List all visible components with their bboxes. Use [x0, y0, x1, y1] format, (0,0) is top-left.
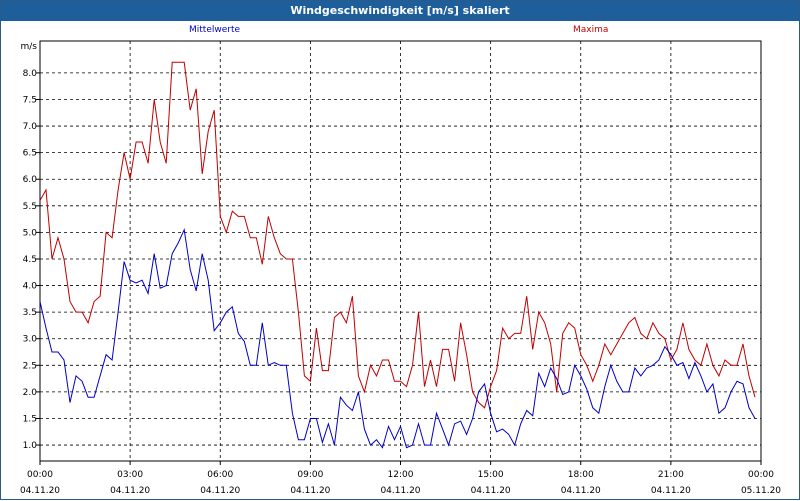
y-tick-label: 7.0	[23, 122, 38, 132]
x-tick-date: 04.11.20	[290, 486, 330, 496]
x-tick-time: 00:00	[748, 470, 774, 480]
y-axis-label: m/s	[21, 42, 38, 52]
y-tick-label: 2.5	[23, 361, 37, 371]
series-line-mittelwerte	[39, 227, 756, 449]
y-tick-label: 2.0	[23, 388, 38, 398]
x-tick-time: 06:00	[207, 470, 233, 480]
y-tick-label: 3.5	[23, 308, 37, 318]
chart-title: Windgeschwindigkeit [m/s] skaliert	[1, 1, 799, 21]
y-tick-label: 1.0	[23, 441, 38, 451]
series-line-maxima	[39, 61, 756, 409]
x-tick-date: 04.11.20	[471, 486, 511, 496]
y-tick-label: 7.5	[23, 95, 37, 105]
x-tick-time: 00:00	[27, 470, 53, 480]
y-tick-label: 3.0	[23, 335, 38, 345]
x-tick-time: 09:00	[297, 470, 323, 480]
x-tick-date: 04.11.20	[651, 486, 691, 496]
x-tick-time: 18:00	[568, 470, 594, 480]
x-tick-date: 04.11.20	[110, 486, 150, 496]
x-tick-date: 04.11.20	[380, 486, 420, 496]
x-tick-time: 12:00	[388, 470, 414, 480]
legend-max: Maxima	[573, 25, 609, 35]
x-tick-time: 03:00	[117, 470, 143, 480]
x-tick-date: 04.11.20	[200, 486, 240, 496]
y-tick-label: 4.0	[23, 282, 38, 292]
y-tick-label: 5.5	[23, 202, 37, 212]
x-tick-time: 15:00	[478, 470, 504, 480]
legend-mean: Mittelwerte	[189, 25, 241, 35]
y-tick-label: 6.5	[23, 149, 37, 159]
y-tick-label: 4.5	[23, 255, 37, 265]
x-tick-date: 05.11.20	[741, 486, 781, 496]
y-tick-label: 5.0	[23, 228, 38, 238]
x-tick-date: 04.11.20	[20, 486, 60, 496]
y-tick-label: 6.0	[23, 175, 38, 185]
x-tick-time: 21:00	[658, 470, 684, 480]
y-tick-label: 1.5	[23, 414, 37, 424]
x-tick-date: 04.11.20	[561, 486, 601, 496]
y-tick-label: 8.0	[23, 69, 38, 79]
